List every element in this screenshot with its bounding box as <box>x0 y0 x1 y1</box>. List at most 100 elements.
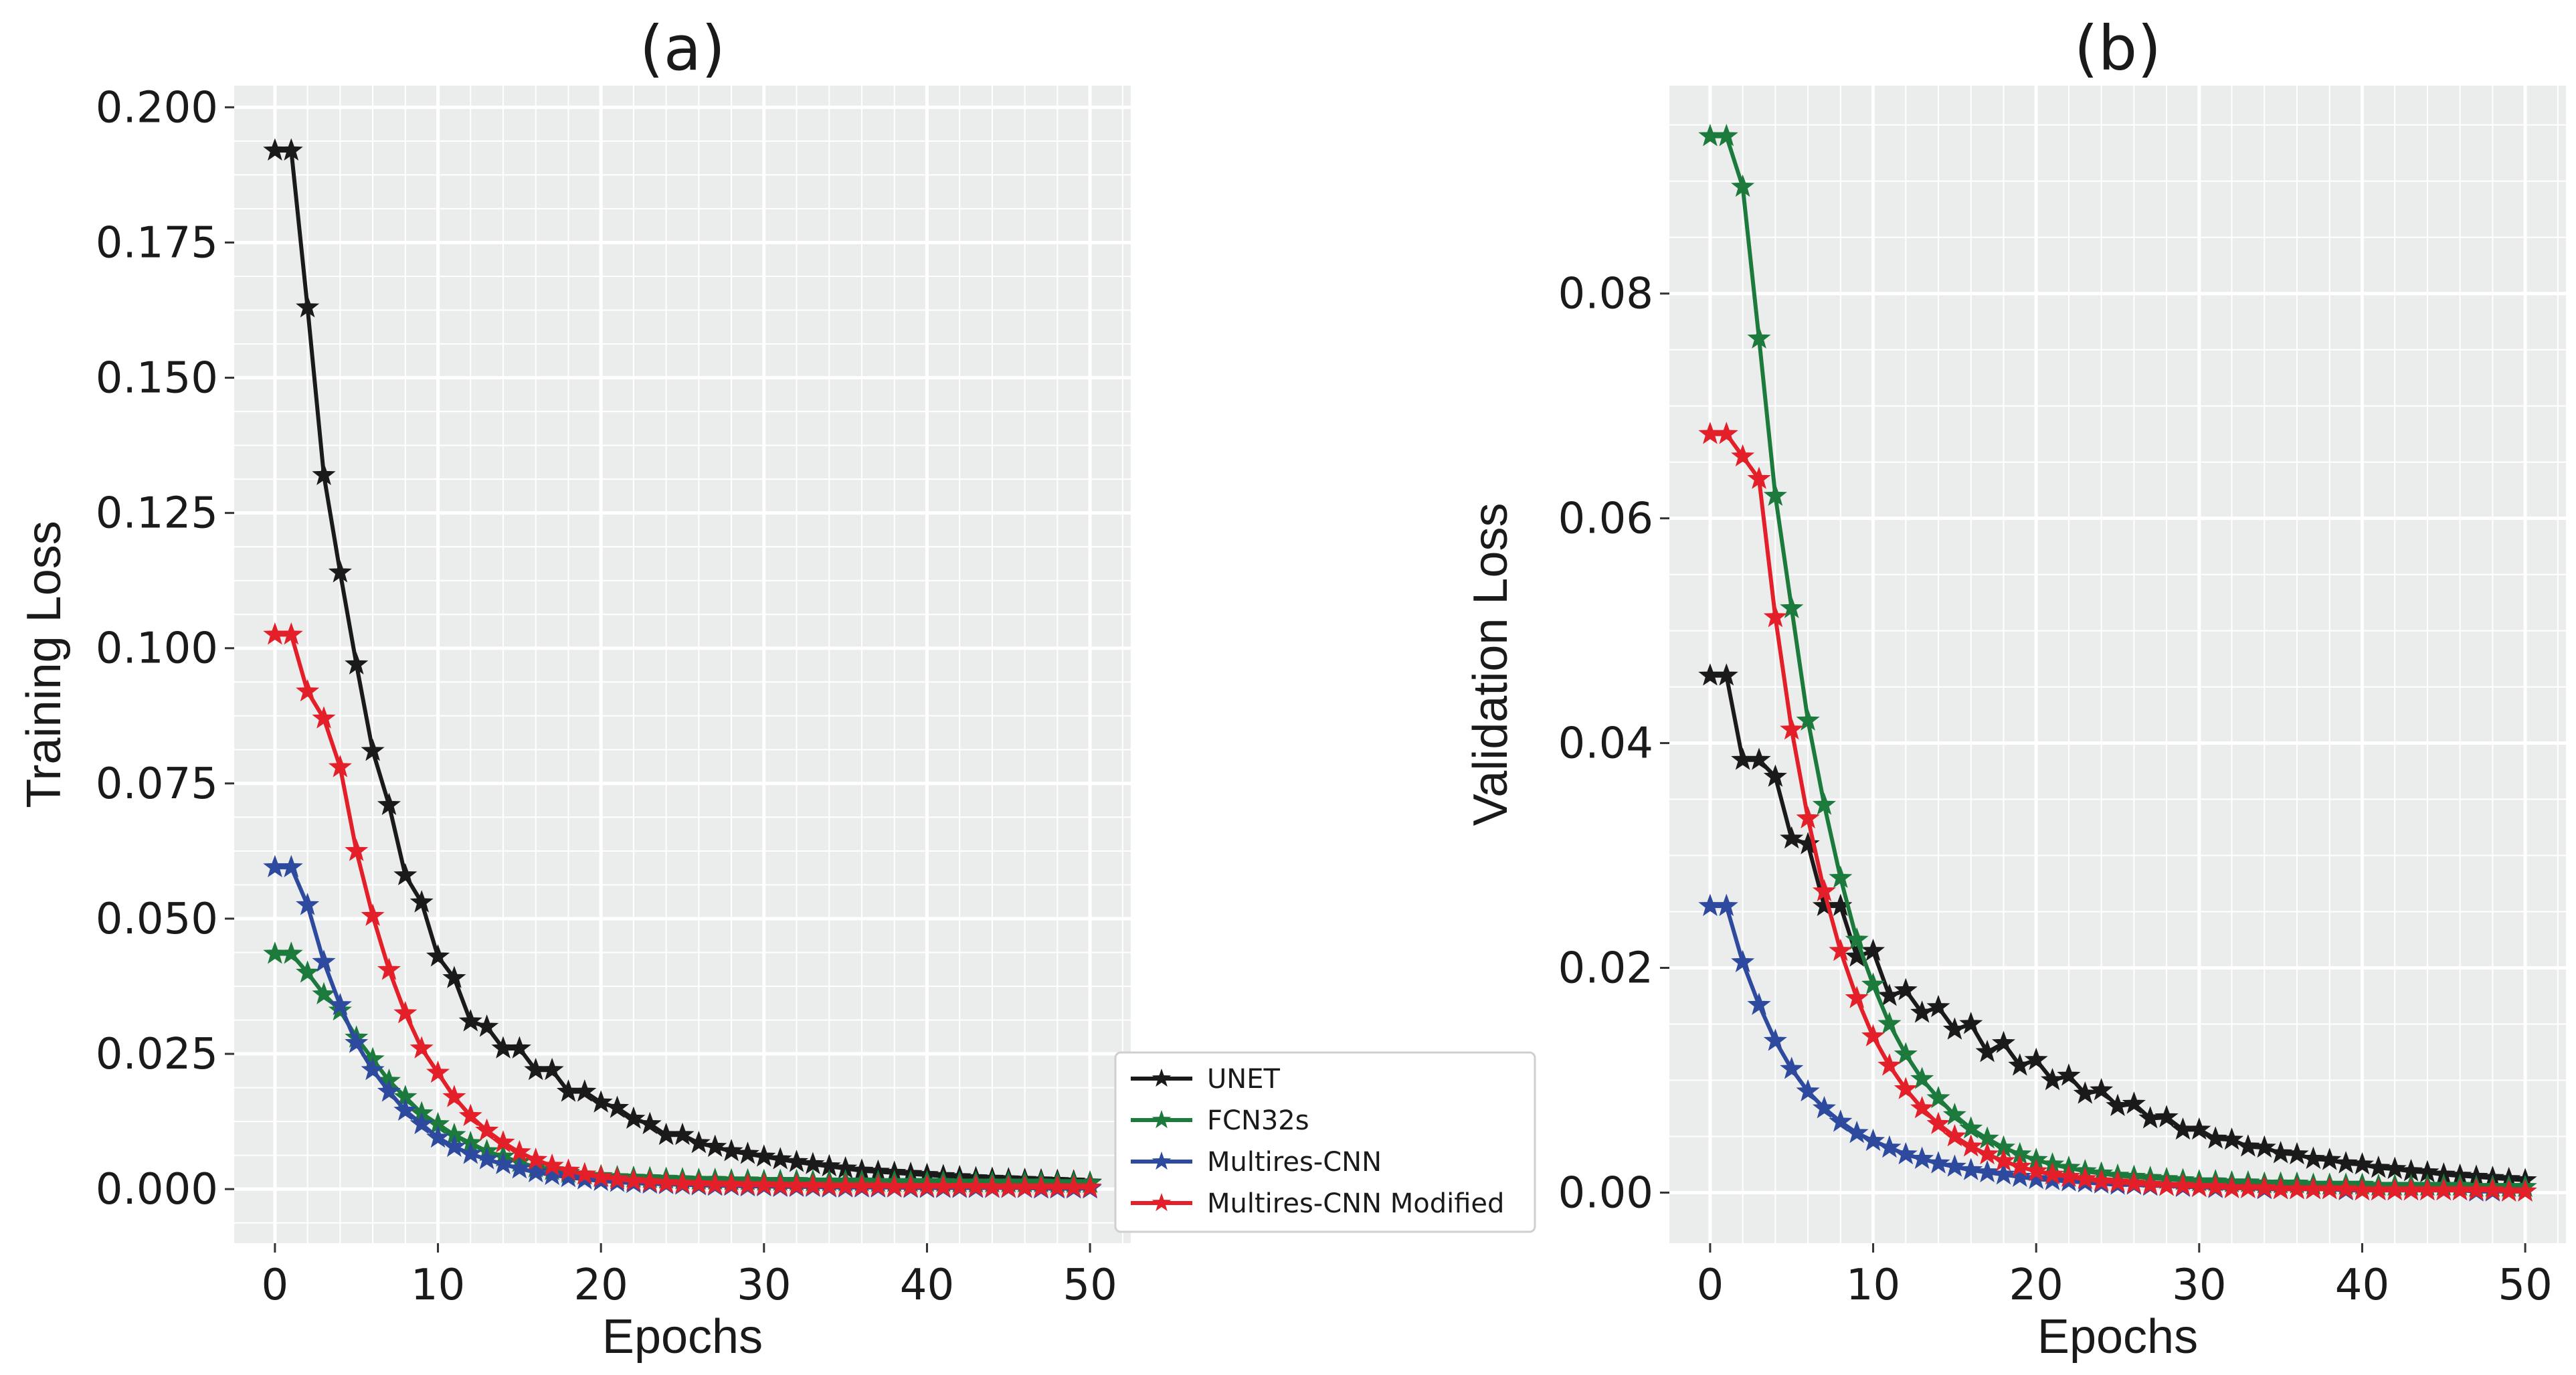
data-point <box>345 838 369 861</box>
data-point <box>1812 1095 1836 1119</box>
data-point <box>312 982 336 1005</box>
data-point <box>442 1085 466 1107</box>
data-point <box>1780 826 1804 849</box>
y-axis-label: Validation Loss <box>1464 503 1517 826</box>
data-point <box>409 1036 434 1059</box>
data-point <box>1747 326 1771 349</box>
x-tick-label: 40 <box>900 1261 954 1310</box>
data-point <box>1763 605 1787 628</box>
data-point <box>475 1147 499 1170</box>
data-point <box>1991 1162 2015 1185</box>
x-tick-label: 50 <box>1063 1261 1117 1310</box>
data-point <box>475 1118 499 1141</box>
data-point <box>2203 1126 2227 1149</box>
data-point <box>866 1174 890 1197</box>
y-tick-label: 0.175 <box>96 218 218 268</box>
y-tick-label: 0.04 <box>1558 719 1654 769</box>
plot-area <box>234 86 1131 1243</box>
data-point <box>2350 1152 2374 1175</box>
data-point <box>1763 764 1787 787</box>
data-point <box>670 1171 695 1194</box>
y-tick-label: 0.06 <box>1558 494 1654 544</box>
y-tick-label: 0.08 <box>1558 270 1654 319</box>
data-point <box>361 738 385 761</box>
data-point <box>752 1144 776 1167</box>
panel-a-training-loss: 0 10 20 30 40 50 0.000 0.025 0.050 0.075 0.100 0.12… <box>17 13 1131 1364</box>
data-point <box>2024 1047 2048 1071</box>
data-point <box>1714 124 1738 147</box>
data-point <box>2480 1178 2504 1200</box>
data-point <box>719 1172 743 1195</box>
data-point <box>1812 879 1836 902</box>
data-point <box>540 1162 564 1186</box>
data-point <box>377 792 401 816</box>
data-point <box>442 966 466 988</box>
data-point <box>2122 1171 2146 1194</box>
data-point <box>1991 1030 2015 1053</box>
data-point <box>296 294 320 318</box>
data-point <box>1078 1175 1102 1198</box>
data-point <box>475 1014 499 1037</box>
data-point <box>1731 444 1755 467</box>
data-point <box>2138 1172 2163 1195</box>
data-point <box>1812 792 1836 815</box>
legend: UNET FCN32s Multires-CNN Multires-CNN Modif… <box>1114 1051 1536 1233</box>
y-tick-label: 0.075 <box>96 759 218 809</box>
data-point <box>2073 1081 2097 1104</box>
panel-b-validation-loss: 0 10 20 30 40 50 0.00 0.02 0.04 0.06 0.08 (b) Epoc… <box>1464 13 2566 1364</box>
data-point <box>622 1168 646 1191</box>
data-point <box>1926 994 1950 1018</box>
data-point <box>1942 1154 1966 1177</box>
data-point <box>2024 1166 2048 1190</box>
data-point <box>1942 1103 1966 1125</box>
data-point <box>638 1170 662 1192</box>
x-tick-label: 20 <box>573 1261 628 1310</box>
data-point <box>1877 1053 1902 1076</box>
data-point <box>2220 1127 2244 1150</box>
data-point <box>296 960 320 983</box>
data-point <box>964 1174 988 1197</box>
data-point <box>752 1173 776 1196</box>
legend-entry: UNET <box>1131 1064 1280 1095</box>
data-point <box>1959 1012 1983 1034</box>
data-point <box>296 893 320 915</box>
y-tick-label: 0.100 <box>96 624 218 674</box>
data-point <box>2203 1174 2227 1197</box>
data-point <box>409 890 434 913</box>
data-point <box>540 1057 564 1081</box>
data-point <box>1780 717 1804 740</box>
data-point <box>785 1150 809 1172</box>
legend-entry: FCN32s <box>1131 1105 1309 1136</box>
data-point <box>328 755 352 777</box>
chart-title: (b) <box>2074 13 2161 84</box>
data-point <box>1763 1028 1787 1051</box>
data-point <box>1894 1042 1918 1065</box>
data-point <box>312 462 336 485</box>
x-axis-label: Epochs <box>602 1310 763 1364</box>
data-point <box>654 1170 678 1194</box>
y-tick-label: 0.150 <box>96 354 218 403</box>
data-point <box>686 1172 711 1194</box>
data-point <box>361 903 385 926</box>
x-tick-label: 30 <box>2172 1261 2226 1310</box>
data-point <box>393 1098 418 1121</box>
data-point <box>279 622 303 645</box>
data-point <box>296 678 320 702</box>
data-point <box>1714 893 1738 917</box>
x-axis-label: Epochs <box>2037 1310 2198 1364</box>
data-point <box>1796 832 1820 854</box>
data-point <box>1942 1017 1966 1040</box>
data-point <box>1829 865 1853 889</box>
data-point <box>1861 972 1885 995</box>
legend-entry: Multires-CNN Modified <box>1131 1188 1504 1219</box>
axis-ticks: 0 10 20 30 40 50 0.00 0.02 0.04 0.06 0.08 <box>1558 270 2553 1310</box>
data-point <box>507 1036 531 1059</box>
x-tick-label: 40 <box>2335 1261 2389 1310</box>
data-point <box>361 1057 385 1081</box>
x-tick-label: 0 <box>262 1261 289 1310</box>
data-point <box>735 1141 759 1164</box>
data-point <box>2252 1176 2276 1198</box>
data-point <box>328 992 352 1016</box>
data-point <box>2090 1078 2114 1101</box>
data-point <box>1747 747 1771 770</box>
